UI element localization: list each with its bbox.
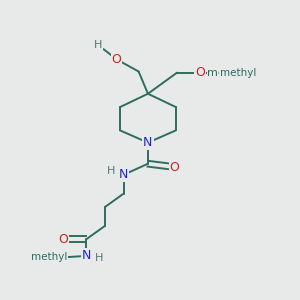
Text: methyl: methyl: [208, 68, 247, 78]
Text: methyl: methyl: [31, 252, 67, 262]
Text: N: N: [119, 168, 128, 181]
Text: N: N: [143, 136, 153, 149]
Text: H: H: [106, 167, 115, 176]
Text: O: O: [112, 53, 122, 66]
Text: H: H: [95, 253, 103, 263]
Text: N: N: [82, 249, 91, 262]
Text: methyl: methyl: [220, 68, 256, 78]
Text: O: O: [58, 233, 68, 246]
Text: O: O: [170, 160, 180, 173]
Text: O: O: [195, 66, 205, 79]
Text: H: H: [94, 40, 103, 50]
